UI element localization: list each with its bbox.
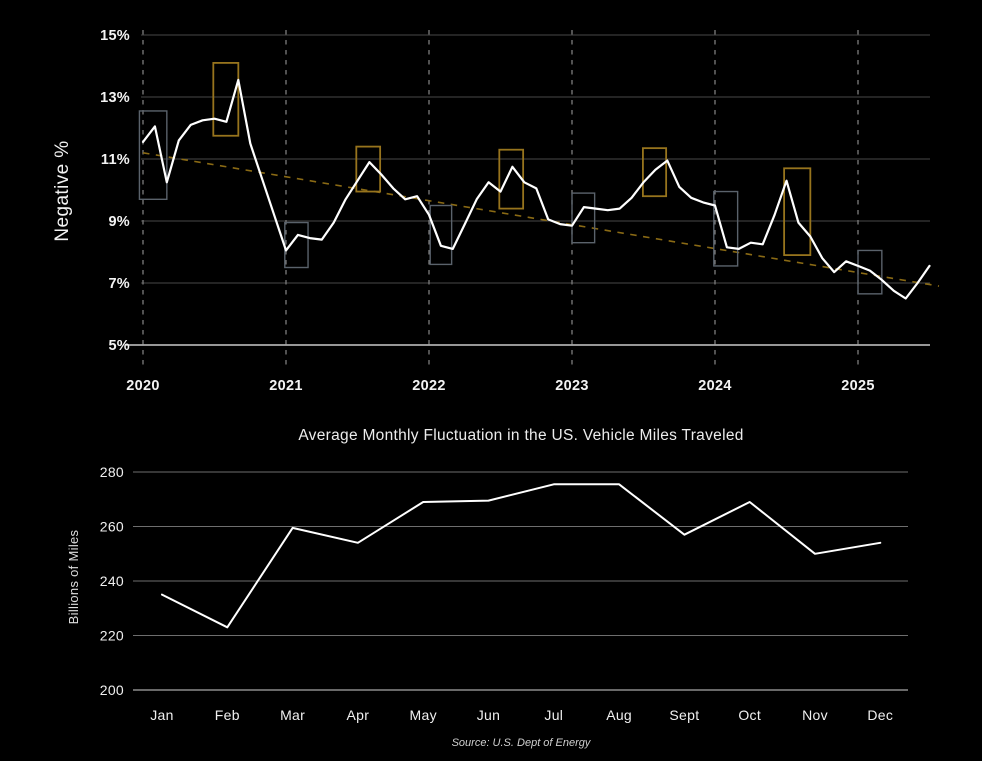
vehicle-miles-line: [161, 483, 882, 629]
bottom-chart-y-axis-label: Billions of Miles: [66, 529, 81, 625]
month-tick-label: Dec: [867, 707, 893, 723]
year-tick-label: 2023: [555, 378, 588, 394]
top-y-tick-label: 7%: [108, 276, 130, 292]
trend-line: [142, 152, 940, 287]
year-tick-label: 2020: [126, 378, 159, 394]
top-y-tick-label: 9%: [108, 214, 130, 230]
month-tick-label: Jan: [150, 707, 173, 723]
month-tick-label: Feb: [215, 707, 240, 723]
month-tick-label: Jun: [477, 707, 500, 723]
negative-pct-line: [141, 78, 931, 300]
highlight-box-orange: [642, 147, 668, 198]
month-tick-label: Mar: [280, 707, 305, 723]
year-tick-label: 2025: [841, 378, 874, 394]
bottom-y-tick-label: 280: [100, 464, 124, 480]
top-y-tick-label: 15%: [100, 28, 130, 44]
month-tick-label: Oct: [738, 707, 761, 723]
month-tick-label: Apr: [347, 707, 370, 723]
bottom-chart-title: Average Monthly Fluctuation in the US. V…: [298, 427, 744, 444]
highlight-box-orange: [212, 62, 240, 137]
negative-pct-chart: 15% 13% 11% 9% 7% 5% 2020 2021 2022 2023 2024 2025: [100, 28, 940, 394]
highlight-box-orange: [355, 145, 382, 193]
year-tick-label: 2024: [698, 378, 731, 394]
month-tick-label: May: [410, 707, 437, 723]
highlight-box-orange: [783, 167, 812, 257]
bottom-y-tick-label: 260: [100, 519, 124, 535]
month-tick-label: Sept: [669, 707, 699, 723]
year-tick-label: 2021: [269, 378, 302, 394]
highlight-box-gray: [138, 110, 168, 200]
month-tick-label: Jul: [544, 707, 563, 723]
top-chart-y-axis-label: Negative %: [52, 140, 73, 242]
highlight-box-gray: [284, 221, 309, 269]
vehicle-miles-chart: 280 260 240 220 200 Jan Feb Mar Apr May Jun Jul Aug S…: [100, 464, 908, 723]
top-y-tick-label: 13%: [100, 90, 130, 106]
bottom-y-tick-label: 220: [100, 628, 124, 644]
top-y-tick-label: 11%: [101, 152, 130, 168]
highlight-box-gray: [713, 190, 739, 267]
month-tick-label: Nov: [802, 707, 828, 723]
highlight-box-gray: [857, 249, 883, 295]
bottom-y-tick-label: 240: [100, 573, 124, 589]
top-y-tick-label: 5%: [108, 338, 130, 354]
month-tick-label: Aug: [606, 707, 632, 723]
year-tick-label: 2022: [412, 378, 445, 394]
bottom-y-tick-label: 200: [100, 682, 124, 698]
highlight-box-gray: [429, 204, 453, 266]
highlight-box-gray: [571, 192, 596, 244]
source-attribution: Source: U.S. Dept of Energy: [451, 737, 591, 749]
